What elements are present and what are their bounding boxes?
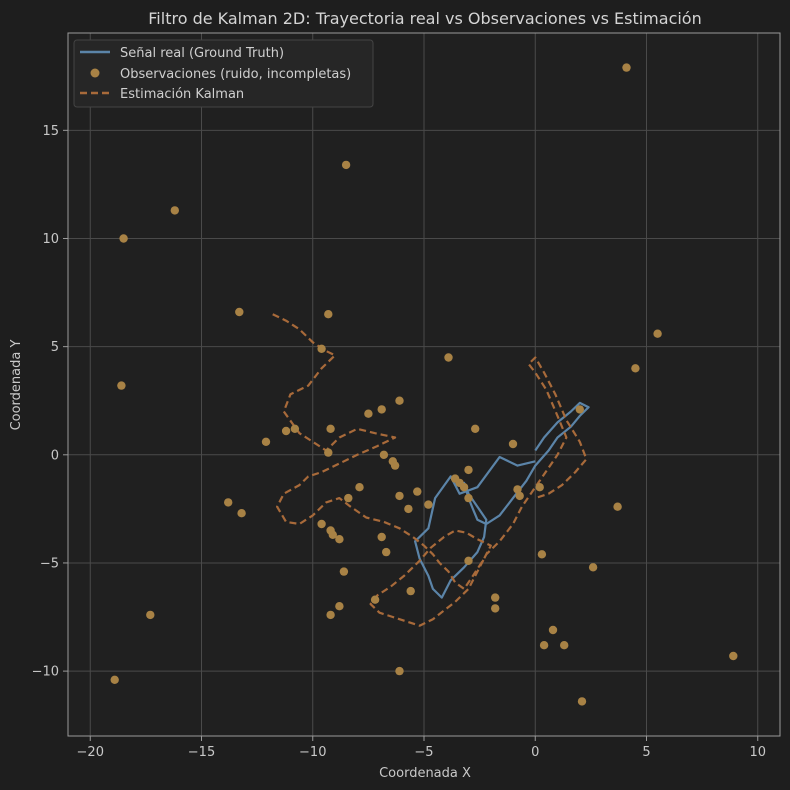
observation-point [406, 586, 415, 596]
observation-point [577, 697, 587, 706]
observation-point [631, 364, 640, 373]
y-tick-label: −5 [40, 556, 59, 571]
observation-point [237, 509, 246, 518]
observation-point [491, 604, 500, 613]
observation-point [335, 602, 344, 611]
observation-point [515, 491, 524, 501]
observation-point [146, 610, 155, 620]
observation-point [575, 405, 584, 414]
legend-swatch-observations [90, 68, 100, 78]
observation-point [341, 160, 351, 170]
y-axis-label: Coordenada Y [9, 340, 24, 431]
kalman-estimate-line [272, 313, 588, 627]
x-axis-ticks: −20 −15 −10 −5 0 5 10 [77, 736, 766, 760]
observation-point [326, 610, 335, 620]
legend-label-kalman-estimate: Estimación Kalman [120, 87, 244, 102]
y-tick-label: 15 [42, 124, 59, 139]
observation-point [459, 483, 469, 492]
observation-point [224, 498, 233, 507]
observation-point [344, 493, 353, 503]
ground-truth-line [414, 401, 590, 599]
observation-point [328, 530, 337, 539]
observation-point [464, 556, 473, 565]
y-tick-label: 0 [51, 448, 59, 463]
observation-point [317, 519, 326, 529]
y-tick-label: 5 [51, 340, 59, 355]
observation-point [388, 457, 397, 466]
observation-point [326, 424, 335, 433]
legend-label-observations: Observaciones (ruido, incompletas) [120, 67, 351, 82]
y-axis-ticks: −10 −5 0 5 10 15 [32, 124, 68, 680]
x-tick-label: −5 [414, 745, 433, 760]
x-tick-label: 5 [642, 745, 650, 760]
chart-title: Filtro de Kalman 2D: Trayectoria real vs… [148, 9, 701, 28]
observation-point [413, 487, 422, 496]
observation-point [729, 651, 738, 661]
observation-point [119, 234, 128, 243]
observation-point [317, 344, 326, 353]
observation-point [539, 641, 549, 650]
observation-point [444, 353, 453, 362]
observation-point [548, 625, 558, 635]
observation-point [335, 535, 344, 544]
observation-point [464, 493, 473, 503]
x-axis-label: Coordenada X [379, 766, 471, 781]
observation-point [395, 491, 404, 501]
x-tick-label: −10 [299, 745, 326, 760]
observation-point [379, 450, 389, 459]
series-observations [110, 63, 738, 706]
observation-point [491, 593, 500, 602]
observation-point [508, 439, 518, 449]
observation-point [261, 437, 271, 446]
plot-area [67, 32, 781, 737]
x-tick-label: 0 [531, 745, 539, 760]
observation-point [613, 502, 622, 511]
observation-point [471, 424, 480, 433]
observation-point [370, 595, 380, 604]
x-tick-label: 10 [749, 745, 766, 760]
observation-point [281, 426, 291, 436]
y-tick-label: −10 [32, 665, 59, 680]
observation-point [513, 485, 522, 494]
observation-point [424, 500, 433, 509]
observation-point [622, 63, 631, 72]
x-tick-label: −15 [188, 745, 215, 760]
observation-point [290, 424, 300, 433]
observation-point [464, 465, 473, 475]
observation-point [395, 666, 404, 676]
observation-point [653, 329, 662, 338]
observation-point [382, 547, 391, 557]
legend-label-ground-truth: Señal real (Ground Truth) [120, 46, 284, 61]
observation-point [377, 532, 386, 542]
observation-point [324, 310, 333, 319]
grid [68, 33, 780, 736]
observation-point [560, 641, 569, 650]
observation-point [170, 206, 179, 215]
observation-point [588, 563, 598, 572]
observation-point [339, 567, 349, 576]
x-tick-label: −20 [77, 745, 104, 760]
observation-point [377, 405, 386, 414]
legend-box [73, 39, 374, 108]
y-tick-label: 10 [42, 232, 59, 247]
legend: Señal real (Ground Truth) Observaciones … [73, 39, 374, 108]
series-ground-truth [414, 401, 590, 599]
observation-point [404, 504, 413, 514]
observation-point [355, 483, 364, 492]
observation-point [235, 307, 244, 317]
series-kalman-estimate [272, 313, 588, 627]
observation-point [324, 448, 333, 457]
observation-point [117, 381, 126, 390]
observation-point [395, 396, 404, 405]
observation-point [110, 675, 119, 684]
observation-point [537, 550, 547, 559]
observation-point [535, 483, 544, 492]
observation-point [364, 409, 373, 418]
